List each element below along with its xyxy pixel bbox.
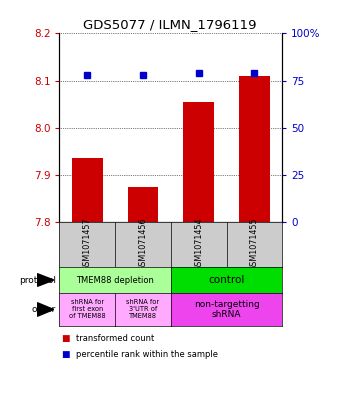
Text: ■: ■ [61, 334, 70, 343]
Text: GSM1071457: GSM1071457 [83, 218, 92, 272]
Text: GSM1071455: GSM1071455 [250, 218, 259, 272]
Bar [239, 76, 270, 222]
Text: percentile rank within the sample: percentile rank within the sample [76, 350, 218, 359]
Text: protocol: protocol [19, 275, 56, 285]
Bar [183, 102, 214, 222]
Text: TMEM88 depletion: TMEM88 depletion [76, 275, 154, 285]
Text: ■: ■ [61, 350, 70, 359]
Text: other: other [32, 305, 56, 314]
Bar [72, 158, 103, 222]
Text: GSM1071454: GSM1071454 [194, 218, 203, 272]
Text: shRNA for
first exon
of TMEM88: shRNA for first exon of TMEM88 [69, 299, 106, 320]
Text: control: control [208, 275, 245, 285]
Text: non-targetting
shRNA: non-targetting shRNA [194, 300, 259, 319]
Text: GSM1071456: GSM1071456 [138, 218, 148, 272]
Text: GDS5077 / ILMN_1796119: GDS5077 / ILMN_1796119 [83, 18, 257, 31]
Polygon shape [37, 303, 54, 316]
Bar [128, 187, 158, 222]
Text: transformed count: transformed count [76, 334, 154, 343]
Text: shRNA for
3'UTR of
TMEM88: shRNA for 3'UTR of TMEM88 [126, 299, 159, 320]
Polygon shape [37, 274, 54, 286]
